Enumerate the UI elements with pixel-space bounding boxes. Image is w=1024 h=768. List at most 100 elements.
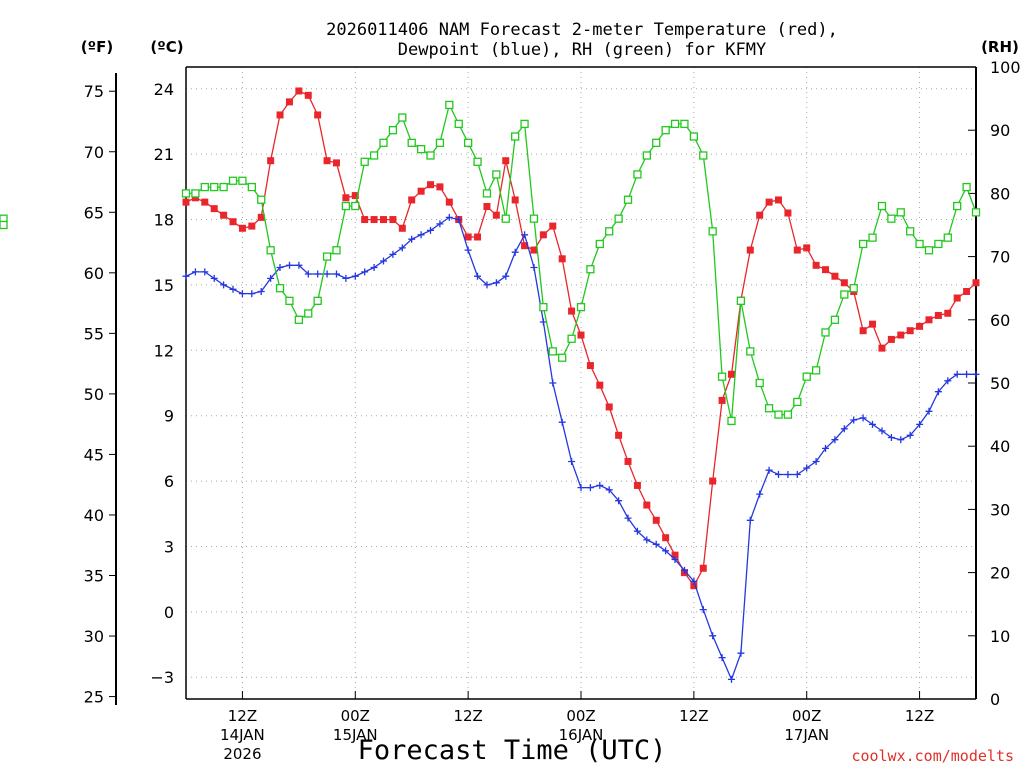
rh-point: [924, 246, 934, 255]
dewpoint-point: [323, 270, 331, 278]
dewpoint-point: [784, 471, 792, 478]
rh-tick-label: 0: [990, 690, 1000, 709]
dewpoint-point: [417, 231, 425, 239]
celsius-tick-label: 15: [154, 276, 174, 295]
dewpoint-point: [248, 290, 256, 298]
dewpoint-point: [210, 274, 218, 282]
grid-lines: [186, 67, 976, 699]
dewpoint-point: [295, 261, 303, 269]
x-axis-label: Forecast Time (UTC): [358, 735, 667, 766]
temperature-point: [812, 261, 820, 269]
temperature-point: [182, 198, 190, 206]
temperature-point: [577, 331, 585, 339]
fahrenheit-tick-label: 70: [84, 143, 104, 162]
celsius-tick-label: 21: [154, 145, 174, 164]
rh-point: [811, 366, 821, 375]
rh-point: [228, 176, 238, 185]
fahrenheit-tick-label: 60: [84, 264, 104, 283]
rh-point: [200, 182, 209, 192]
dewpoint-point: [267, 274, 275, 282]
dewpoint-point: [511, 248, 519, 256]
dewpoint-point: [624, 514, 632, 522]
fahrenheit-tick-label: 65: [84, 203, 104, 222]
temperature-point: [586, 362, 594, 370]
dewpoint-point: [398, 244, 406, 252]
dewpoint-point: [558, 418, 566, 426]
temperature-point: [916, 322, 924, 330]
temperature-point: [398, 224, 406, 232]
rh-point: [821, 328, 830, 337]
dewpoint-point: [182, 272, 190, 280]
rh-point: [689, 132, 699, 141]
dewpoint-point: [633, 527, 641, 535]
rh-point: [971, 208, 981, 217]
dewpoint-point: [615, 497, 623, 505]
dewpoint-point: [380, 257, 387, 265]
dewpoint-point: [229, 285, 237, 293]
dewpoint-point: [681, 566, 688, 574]
temperature-point: [756, 211, 764, 219]
dewpoint-point: [530, 264, 538, 271]
x-tick-label-date: 14JAN: [220, 726, 265, 744]
temperature-point: [220, 211, 228, 219]
temperature-point: [897, 331, 905, 339]
dewpoint-point: [869, 420, 876, 428]
rh-point: [802, 372, 811, 381]
temperature-point: [699, 564, 707, 572]
x-tick-label-time: 00Z: [341, 707, 370, 725]
temperature-point: [605, 403, 613, 411]
temperature-point: [492, 211, 500, 219]
dewpoint-point: [765, 466, 773, 474]
temperature-point: [483, 202, 491, 210]
rh-point: [661, 126, 670, 135]
data-series: [0, 87, 981, 683]
temperature-point: [803, 244, 811, 252]
dewpoint-point: [718, 654, 726, 662]
rh-point: [285, 296, 294, 305]
temperature-point: [887, 335, 895, 343]
rh-point: [511, 132, 520, 141]
dewpoint-point: [972, 370, 980, 378]
rh-point: [473, 157, 482, 166]
temperature-point: [963, 287, 971, 295]
temperature-point: [408, 196, 416, 204]
fahrenheit-tick-label: 50: [84, 385, 104, 404]
temperature-point: [549, 222, 557, 230]
temperature-point: [229, 218, 237, 226]
temperature-point: [474, 233, 482, 241]
rh-point: [501, 214, 510, 223]
dewpoint-point: [502, 272, 510, 280]
temperature-point: [643, 501, 651, 509]
rh-point: [360, 157, 369, 166]
celsius-tick-label: 6: [164, 472, 174, 491]
temperature-point: [906, 327, 914, 335]
temperature-point: [427, 181, 435, 189]
rh-point: [868, 233, 877, 242]
rh-point: [398, 113, 407, 122]
temperature-point: [859, 327, 867, 335]
rh-point: [492, 170, 501, 179]
fahrenheit-tick-label: 35: [84, 567, 104, 586]
temperature-point: [436, 183, 444, 191]
temperature-point: [925, 316, 933, 324]
rh-point: [962, 182, 971, 192]
dewpoint-point: [333, 270, 340, 278]
rh-point: [351, 201, 360, 211]
rh-point: [877, 201, 887, 211]
temperature-point: [445, 198, 453, 206]
temperature-point: [690, 582, 698, 590]
dewpoint-point: [492, 279, 500, 287]
dewpoint-point: [342, 274, 350, 282]
rh-point: [294, 315, 304, 324]
temperature-point: [793, 246, 801, 254]
dewpoint-point: [709, 632, 717, 640]
temperature-point: [238, 224, 246, 232]
fahrenheit-tick-label: 75: [84, 82, 104, 101]
dewpoint-point: [803, 464, 811, 472]
temperature-point: [972, 279, 980, 287]
temperature-point: [464, 233, 472, 241]
temperature-point: [417, 187, 425, 195]
dewpoint-point: [201, 268, 209, 276]
dewpoint-point: [934, 388, 942, 396]
dewpoint-point: [728, 675, 735, 683]
